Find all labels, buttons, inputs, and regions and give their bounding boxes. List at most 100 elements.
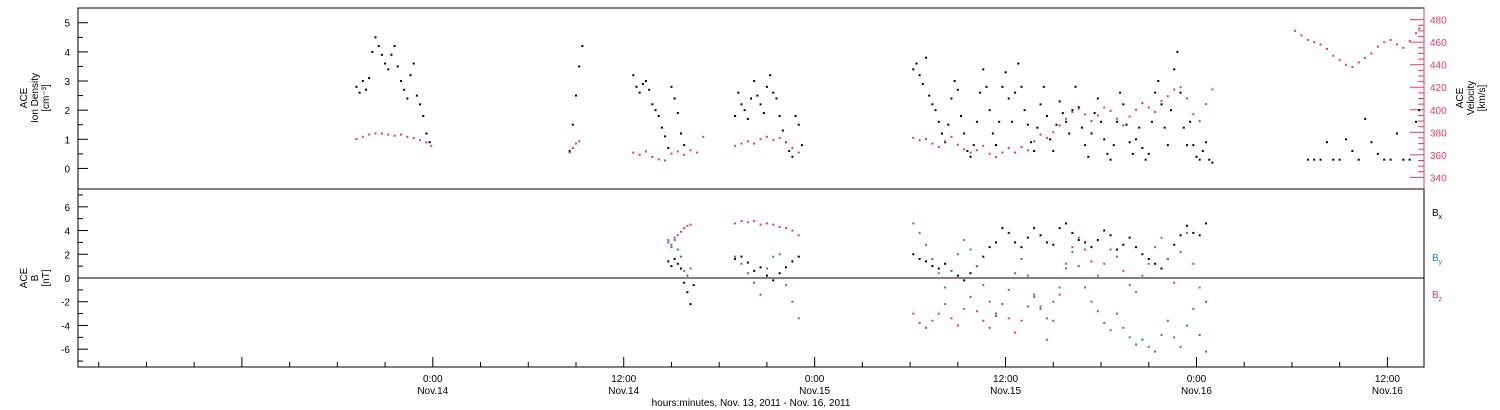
density-point <box>988 109 991 112</box>
velocity-point <box>1090 120 1093 123</box>
by-point <box>1185 324 1188 327</box>
density-point <box>568 149 571 152</box>
bx-point <box>1198 234 1201 237</box>
density-point <box>1383 158 1386 161</box>
density-point <box>756 94 759 97</box>
density-point <box>1192 144 1195 147</box>
density-point <box>1084 144 1087 147</box>
velocity-point <box>374 132 377 135</box>
velocity-axis-title-line: ACE <box>1455 87 1466 108</box>
density-point <box>1144 158 1147 161</box>
velocity-point <box>361 135 364 138</box>
density-point <box>667 147 670 150</box>
density-point <box>1077 106 1080 109</box>
density-point <box>638 91 641 94</box>
density-point <box>393 45 396 48</box>
velocity-point <box>1376 45 1379 48</box>
field-tick-label: -4 <box>61 321 70 332</box>
bx-point <box>1065 222 1068 225</box>
density-point <box>380 53 383 56</box>
density-point <box>1010 120 1013 123</box>
by-point <box>1115 312 1118 315</box>
density-point <box>915 62 918 65</box>
bx-point <box>1205 222 1208 225</box>
velocity-point <box>1058 124 1061 127</box>
by-point <box>1205 350 1208 353</box>
velocity-point <box>664 159 667 162</box>
density-tick-label: 5 <box>64 19 70 30</box>
bz-point <box>1014 331 1017 334</box>
density-point <box>1017 62 1020 65</box>
velocity-point <box>785 141 788 144</box>
bz-point <box>931 319 934 322</box>
density-point <box>377 45 380 48</box>
velocity-point <box>937 145 940 148</box>
density-point <box>679 132 682 135</box>
velocity-point <box>1179 86 1182 89</box>
bz-point <box>1039 305 1042 308</box>
by-point <box>1166 319 1169 322</box>
velocity-point <box>399 133 402 136</box>
velocity-point <box>683 153 686 156</box>
by-point <box>689 267 692 270</box>
density-point <box>1338 158 1341 161</box>
bx-point <box>785 266 788 269</box>
top-panel-points <box>355 27 1421 164</box>
bx-point <box>1154 262 1157 265</box>
density-point <box>1090 132 1093 135</box>
by-point <box>982 284 985 287</box>
bz-point <box>1141 274 1144 277</box>
velocity-point <box>1122 124 1125 127</box>
density-point <box>912 68 915 71</box>
velocity-point <box>988 152 991 155</box>
by-point <box>1045 317 1048 320</box>
density-point <box>743 109 746 112</box>
field-tick-label: -6 <box>61 345 70 356</box>
velocity-tick-label: 420 <box>1430 83 1447 94</box>
velocity-point <box>969 151 972 154</box>
velocity-point <box>1045 136 1048 139</box>
density-point <box>947 123 950 126</box>
velocity-point <box>1103 106 1106 109</box>
by-point <box>1033 293 1036 296</box>
density-point <box>956 88 959 91</box>
by-point <box>956 253 959 256</box>
axis-labels: hours:minutes, Nov. 13, 2011 - Nov. 16, … <box>19 73 1488 409</box>
density-point <box>1198 158 1201 161</box>
velocity-point <box>1007 147 1010 150</box>
bz-point <box>772 223 775 226</box>
bx-point <box>918 258 921 261</box>
bz-point <box>1179 250 1182 253</box>
bx-point <box>969 272 972 275</box>
velocity-tick-label: 440 <box>1430 61 1447 72</box>
velocity-point <box>918 139 921 142</box>
x-axis-title: hours:minutes, Nov. 13, 2011 - Nov. 16, … <box>652 398 851 409</box>
density-point <box>660 126 663 129</box>
velocity-point <box>1109 109 1112 112</box>
bz-point <box>1166 258 1169 261</box>
by-point <box>1147 345 1150 348</box>
time-tick-label: 0:00 <box>1187 374 1207 385</box>
density-point <box>1080 126 1083 129</box>
bx-point <box>1020 246 1023 249</box>
velocity-point <box>740 142 743 145</box>
by-point <box>746 272 749 275</box>
velocity-point <box>778 136 781 139</box>
bx-point <box>1115 248 1118 251</box>
time-tick-label: 12:00 <box>1375 374 1400 385</box>
density-point <box>654 109 657 112</box>
density-point <box>1179 91 1182 94</box>
density-point <box>740 103 743 106</box>
velocity-point <box>368 133 371 136</box>
bz-point <box>1128 284 1131 287</box>
bz-point <box>1065 262 1068 265</box>
density-point <box>925 56 928 59</box>
velocity-point <box>632 151 635 154</box>
date-tick-label: Nov.14 <box>608 386 639 397</box>
by-point <box>1179 345 1182 348</box>
bx-point <box>797 255 800 258</box>
density-point <box>1071 109 1074 112</box>
density-point <box>1007 97 1010 100</box>
velocity-point <box>1173 88 1176 91</box>
